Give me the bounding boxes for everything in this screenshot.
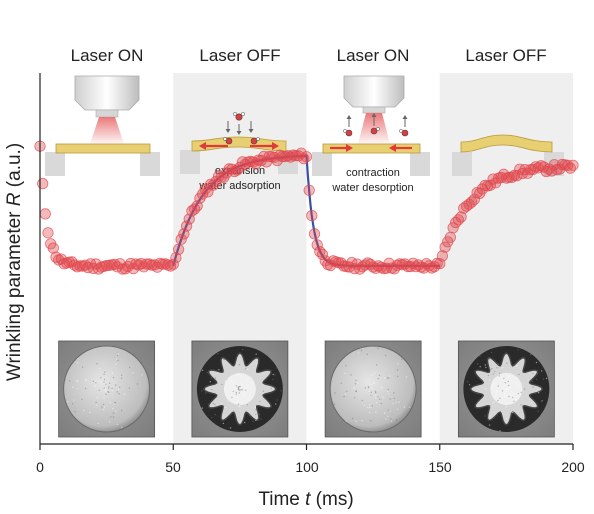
- inset-image-wrinkled: [192, 341, 288, 437]
- y-axis-label: Wrinkling parameter R (a.u.): [4, 143, 25, 381]
- annotation-line: water desorption: [331, 182, 413, 194]
- phase-label: Laser ON: [337, 46, 410, 65]
- schematic-contraction: [312, 76, 430, 176]
- laser-head: [344, 76, 404, 107]
- annotation-line: contraction: [346, 167, 400, 179]
- data-point: [304, 185, 314, 195]
- data-point: [40, 209, 50, 219]
- support-right: [410, 152, 430, 176]
- data-point: [307, 210, 317, 220]
- support-right: [140, 152, 160, 176]
- data-point: [38, 178, 48, 188]
- laser-beam: [90, 117, 124, 144]
- x-tick-label: 200: [561, 459, 585, 475]
- film-flat: [56, 144, 150, 153]
- schematic-laser-on-1: [45, 76, 160, 176]
- support-left: [180, 150, 200, 174]
- data-point: [445, 232, 455, 242]
- laser-head: [75, 76, 139, 110]
- data-point: [309, 229, 319, 239]
- data-point: [301, 152, 311, 162]
- inset-image-wrinkled: [458, 341, 554, 437]
- data-point: [43, 228, 53, 238]
- support-left: [45, 152, 65, 176]
- phase-label: Laser OFF: [465, 46, 546, 65]
- phase-label: Laser ON: [71, 46, 144, 65]
- phase-label: Laser OFF: [199, 46, 280, 65]
- support-left: [452, 152, 472, 176]
- x-tick-label: 150: [428, 459, 452, 475]
- support-left: [312, 152, 332, 176]
- laser-nozzle: [96, 110, 118, 117]
- data-point: [568, 160, 578, 170]
- laser-nozzle: [363, 107, 385, 113]
- x-tick-label: 50: [165, 459, 181, 475]
- inset-image-flat: [325, 341, 421, 437]
- data-point: [173, 244, 183, 254]
- x-tick-label: 0: [36, 459, 44, 475]
- x-tick-label: 100: [295, 459, 319, 475]
- inset-image-flat: [59, 341, 155, 437]
- x-axis-label: Time t (ms): [258, 489, 353, 510]
